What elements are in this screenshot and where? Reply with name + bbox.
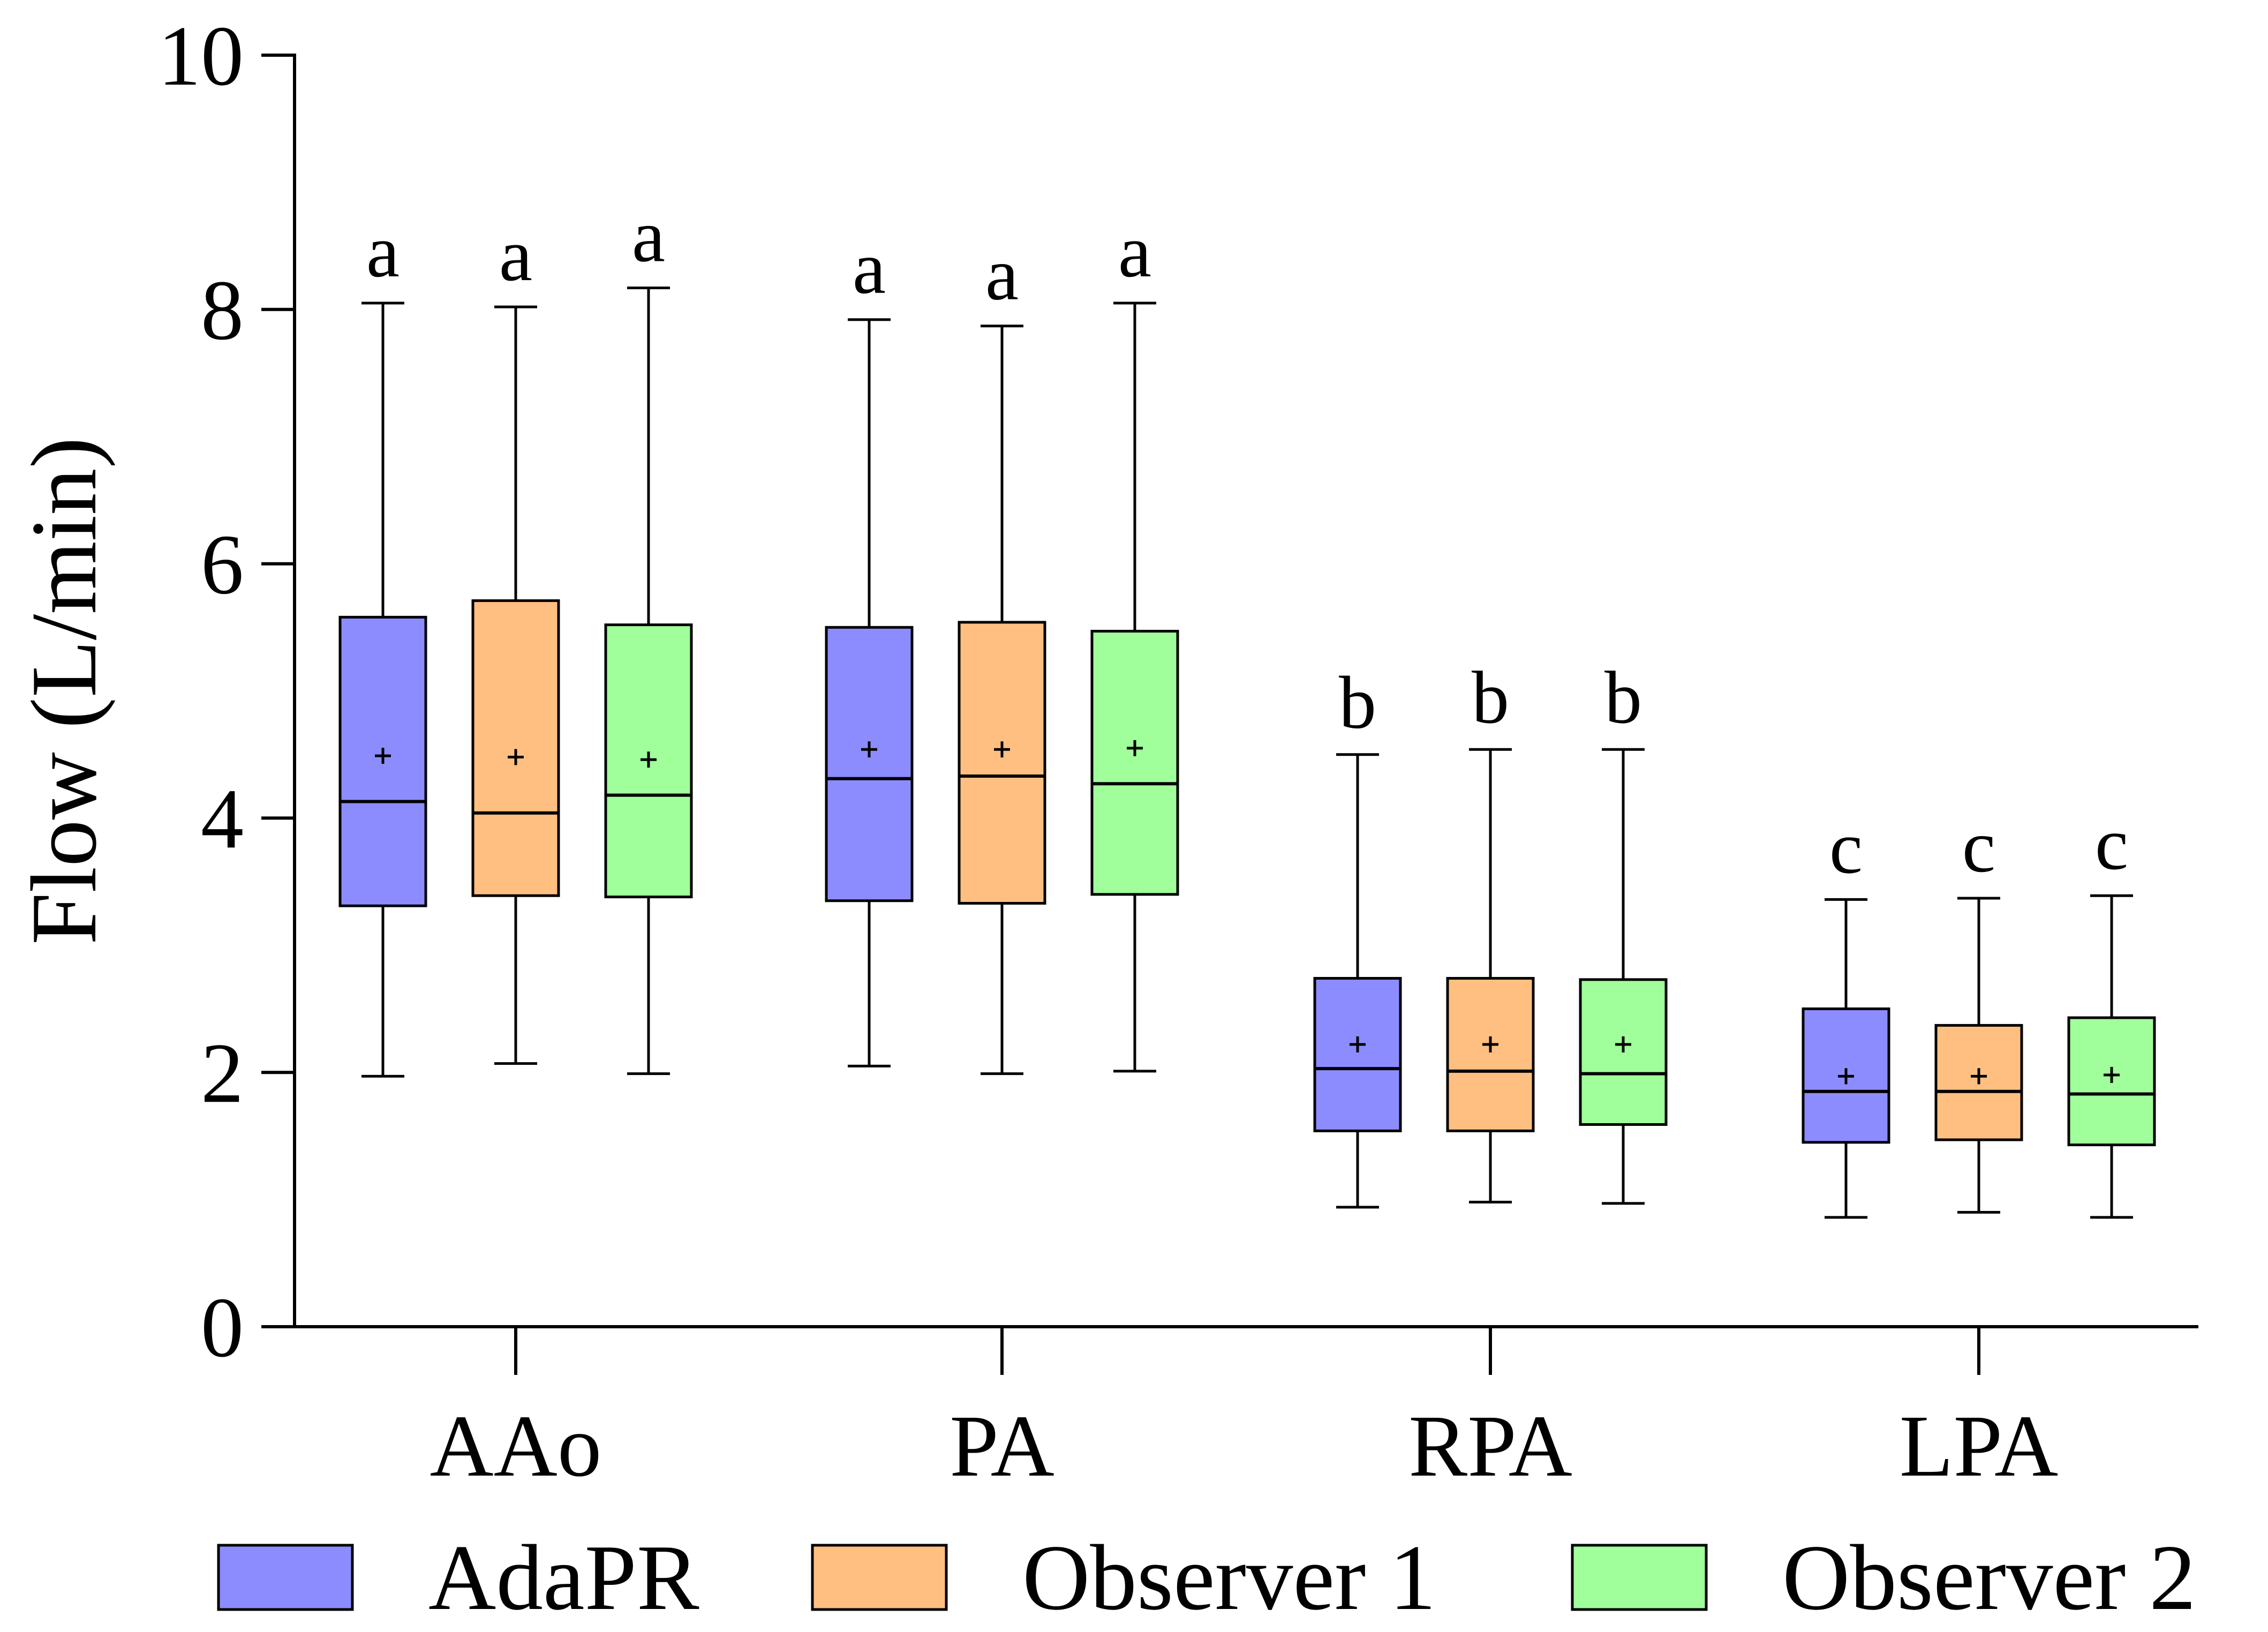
y-axis-label: Flow (L/min) [12,437,116,945]
significance-label: a [632,194,665,277]
box: c [1802,806,1890,1219]
mean-marker [1350,1036,1366,1052]
box: a [471,214,560,1065]
significance-label: a [985,233,1019,316]
legend-swatch [811,1544,948,1611]
significance-label: a [499,214,532,297]
mean-marker [1482,1036,1498,1052]
iqr-box [1090,629,1179,896]
mean-marker [1615,1036,1631,1052]
legend-label: AdaPR [428,1525,699,1629]
legend: AdaPR Observer 1 Observer 2 [217,1525,2196,1629]
y-tick-label: 6 [201,517,244,612]
mean-marker [1971,1068,1987,1085]
mean-marker [994,741,1010,758]
y-tick-label: 0 [201,1280,244,1375]
mean-marker [375,748,391,764]
box: a [1090,210,1179,1073]
iqr-box [825,626,914,903]
legend-item: AdaPR [217,1525,699,1629]
iqr-box [471,599,560,897]
significance-label: b [1604,656,1642,739]
mean-marker [1838,1068,1854,1085]
box-series: a a b c a a b c a a b c [338,194,2156,1219]
y-tick-label: 10 [158,8,244,103]
box: b [1313,661,1402,1209]
x-tick-label: PA [950,1397,1054,1495]
box: c [2067,802,2156,1219]
legend-item: Observer 2 [1571,1525,2196,1629]
mean-marker [641,751,657,768]
significance-label: b [1339,661,1376,744]
axes [293,54,2198,1328]
legend-label: Observer 1 [1022,1525,1436,1629]
mean-marker [2104,1066,2120,1083]
box: c [1934,805,2023,1214]
legend-swatch [1571,1544,1708,1611]
significance-label: b [1472,656,1509,739]
iqr-box [1446,977,1535,1132]
y-axis-label-group: Flow (L/min) [12,437,116,945]
box: a [958,233,1046,1076]
iqr-box [1579,978,1668,1126]
x-ticks: AAo PA RPA LPA [430,1327,2059,1495]
iqr-box [958,621,1046,905]
y-tick-label: 8 [201,262,244,358]
x-tick-label: AAo [430,1397,602,1495]
legend-swatch [217,1544,354,1611]
series-observer-2: a a b c [604,194,2156,1219]
y-tick-label: 2 [201,1025,244,1120]
series-adapr: a a b c [338,210,1890,1219]
y-ticks: 0 2 4 6 8 10 [158,8,295,1375]
legend-item: Observer 1 [811,1525,1436,1629]
mean-marker [508,749,524,765]
x-tick-label: RPA [1408,1397,1572,1495]
mean-marker [861,741,877,758]
iqr-box [1313,977,1402,1132]
x-tick-label: LPA [1900,1397,2059,1495]
box: a [825,227,914,1067]
significance-label: a [853,227,886,310]
box: a [604,194,693,1076]
box: a [338,210,427,1078]
mean-marker [1127,740,1143,756]
significance-label: c [1829,806,1863,889]
y-tick-label: 4 [201,771,244,866]
iqr-box [2067,1016,2156,1147]
significance-label: c [1962,805,1995,888]
box: b [1446,656,1535,1204]
series-observer-1: a a b c [471,214,2023,1214]
legend-label: Observer 2 [1782,1525,2196,1629]
significance-label: c [2095,802,2128,885]
significance-label: a [1118,210,1151,293]
significance-label: a [366,210,400,293]
box: b [1579,656,1668,1205]
